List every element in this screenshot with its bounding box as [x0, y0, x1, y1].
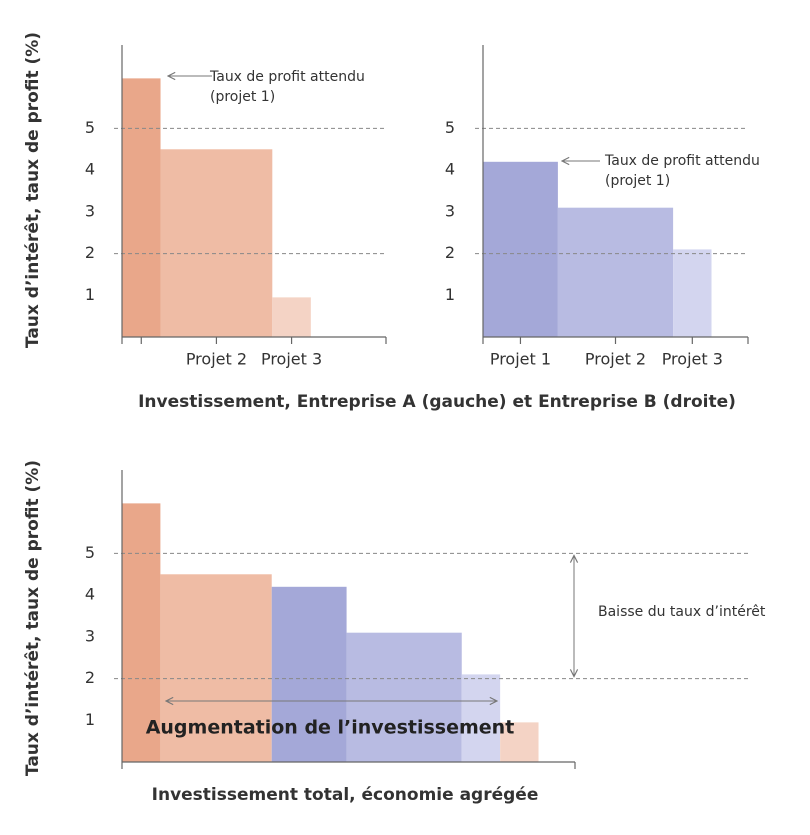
x-tick-label: Projet 3	[261, 350, 322, 369]
y-tick-label: 5	[445, 118, 455, 137]
bar	[122, 503, 161, 762]
y-tick-label: 3	[445, 201, 455, 220]
bar	[346, 632, 462, 762]
y-tick-label: 2	[445, 243, 455, 262]
annotation: Baisse du taux d’intérêt	[598, 604, 766, 620]
y-tick-label: 5	[85, 543, 95, 562]
y-tick-label: 4	[445, 160, 455, 179]
annotation: Augmentation de l’investissement	[146, 717, 515, 739]
y-tick-label: 3	[85, 201, 95, 220]
y-tick-label: 1	[85, 285, 95, 304]
y-tick-label: 2	[85, 668, 95, 687]
bar	[122, 78, 161, 337]
bar	[160, 149, 273, 337]
x-tick-label: Projet 2	[186, 350, 247, 369]
annotation: (projet 1)	[210, 89, 275, 105]
y-tick-label: 2	[85, 243, 95, 262]
y-tick-label: 5	[85, 118, 95, 137]
y-tick-label: 1	[85, 710, 95, 729]
y-tick-label: 4	[85, 160, 95, 179]
x-tick-label: Projet 1	[490, 350, 551, 369]
bar	[271, 586, 347, 762]
x-axis-label: Investissement total, économie agrégée	[152, 785, 539, 805]
bar	[673, 249, 712, 337]
bar	[272, 297, 311, 337]
x-tick-label: Projet 2	[585, 350, 646, 369]
annotation: Taux de profit attendu	[604, 153, 760, 169]
annotation: Taux de profit attendu	[209, 69, 365, 85]
bar	[557, 207, 674, 337]
x-tick-label: Projet 3	[662, 350, 723, 369]
bar	[483, 161, 558, 337]
annotation: (projet 1)	[605, 173, 670, 189]
y-tick-label: 1	[445, 285, 455, 304]
x-axis-label: Investissement, Entreprise A (gauche) et…	[138, 392, 736, 412]
bar	[461, 674, 501, 762]
y-tick-label: 4	[85, 585, 95, 604]
y-tick-label: 3	[85, 626, 95, 645]
y-axis-label: Taux d’intérêt, taux de profit (%)	[23, 32, 43, 348]
y-axis-label: Taux d’intérêt, taux de profit (%)	[23, 460, 43, 776]
bar	[500, 722, 539, 762]
bar	[160, 574, 272, 762]
